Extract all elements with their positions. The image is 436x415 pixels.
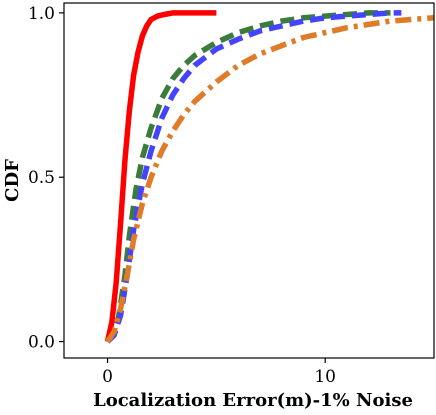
series-line-3 — [105, 10, 402, 344]
y-tick-label: 1.0 — [28, 4, 55, 24]
x-tick-label: 0 — [102, 367, 113, 387]
plot-frame — [63, 2, 435, 359]
y-tick-label: 0.0 — [28, 333, 55, 353]
plot-lines — [104, 10, 435, 344]
x-tick-label: 10 — [314, 367, 336, 387]
x-axis-label: Localization Error(m)-1% Noise — [93, 390, 413, 411]
x-axis-ticks: 0 10 — [102, 358, 336, 387]
y-axis-ticks: 0.0 0.5 1.0 — [28, 4, 64, 353]
series-line-4 — [105, 15, 435, 344]
series-line-1 — [104, 10, 217, 343]
y-axis-label: CDF — [2, 159, 23, 202]
y-tick-label: 0.5 — [28, 168, 55, 188]
